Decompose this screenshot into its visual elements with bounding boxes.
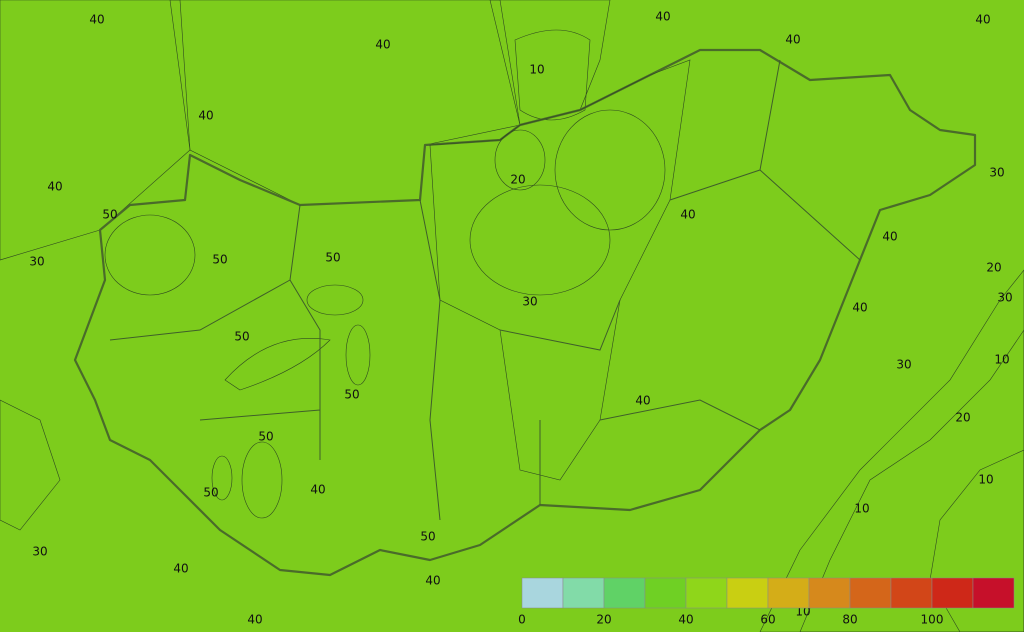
contour-label: 10: [854, 502, 869, 516]
contour-label: 40: [882, 230, 897, 244]
contour-label: 30: [989, 166, 1004, 180]
legend-tick-label: 20: [596, 613, 611, 627]
contour-label: 40: [425, 574, 440, 588]
contour-label: 30: [32, 545, 47, 559]
legend: 0 20 40 60 80 100: [518, 577, 1015, 627]
contour-labels: 40 40 40 40 40 10 40 40 50 20 30 40 40 30 50 50 20 30 30 40…: [29, 10, 1012, 627]
contour-label: 50: [258, 430, 273, 444]
region-green: [469, 184, 611, 296]
contour-label: 30: [997, 291, 1012, 305]
contour-label: 40: [375, 38, 390, 52]
region-yellow: [306, 284, 364, 316]
legend-swatch: [562, 577, 605, 609]
region-yellow: [241, 441, 283, 519]
legend-swatch: [726, 577, 769, 609]
contour-label: 40: [47, 180, 62, 194]
contour-label: 30: [896, 358, 911, 372]
legend-swatch: [767, 577, 810, 609]
legend-tick-label: 100: [921, 613, 944, 627]
contour-label: 10: [994, 353, 1009, 367]
contour-label: 30: [29, 255, 44, 269]
contour-label: 20: [955, 411, 970, 425]
region-yellow: [224, 338, 331, 391]
legend-swatch: [931, 577, 974, 609]
contour-label: 50: [203, 486, 218, 500]
contour-label: 40: [247, 613, 262, 627]
legend-swatch: [685, 577, 728, 609]
legend-swatch: [972, 577, 1015, 609]
contour-label: 40: [173, 562, 188, 576]
contour-label: 40: [975, 13, 990, 27]
region-green: [554, 109, 666, 231]
region-east-light: [799, 329, 1024, 632]
contour-label: 40: [310, 483, 325, 497]
legend-swatch: [521, 577, 564, 609]
region-center: [429, 59, 691, 481]
contour-label: 50: [212, 253, 227, 267]
contour-label: 40: [785, 33, 800, 47]
legend-swatch: [890, 577, 933, 609]
contour-label: 20: [986, 261, 1001, 275]
contour-label: 40: [635, 394, 650, 408]
contour-label: 50: [102, 208, 117, 222]
region-light: [494, 129, 546, 191]
legend-swatch: [603, 577, 646, 609]
contour-label: 40: [198, 109, 213, 123]
region-yellow: [104, 214, 196, 296]
contour-label: 10: [529, 63, 544, 77]
region-sw: [0, 399, 61, 531]
region-teal: [489, 0, 611, 126]
region-light: [514, 29, 591, 121]
county-lines: [109, 59, 861, 521]
contour-label: 40: [852, 301, 867, 315]
contour-label: 20: [510, 173, 525, 187]
region-yellow: [211, 455, 233, 501]
contour-label: 40: [655, 10, 670, 24]
contour-label: 30: [522, 295, 537, 309]
legend-tick-label: 60: [760, 613, 775, 627]
contour-label: 50: [420, 530, 435, 544]
legend-tick-label: 0: [518, 613, 526, 627]
contour-label: 40: [89, 13, 104, 27]
legend-swatch: [849, 577, 892, 609]
contour-label: 50: [344, 388, 359, 402]
legend-swatch: [808, 577, 851, 609]
legend-tick-label: 80: [842, 613, 857, 627]
contour-label: 10: [978, 473, 993, 487]
contour-label: 40: [680, 208, 695, 222]
region-east: [759, 269, 1024, 632]
contour-label: 50: [325, 251, 340, 265]
region-yellow: [345, 324, 371, 386]
legend-tick-label: 40: [678, 613, 693, 627]
legend-swatch: [644, 577, 687, 609]
contour-label: 50: [234, 330, 249, 344]
region-west: [0, 0, 191, 261]
